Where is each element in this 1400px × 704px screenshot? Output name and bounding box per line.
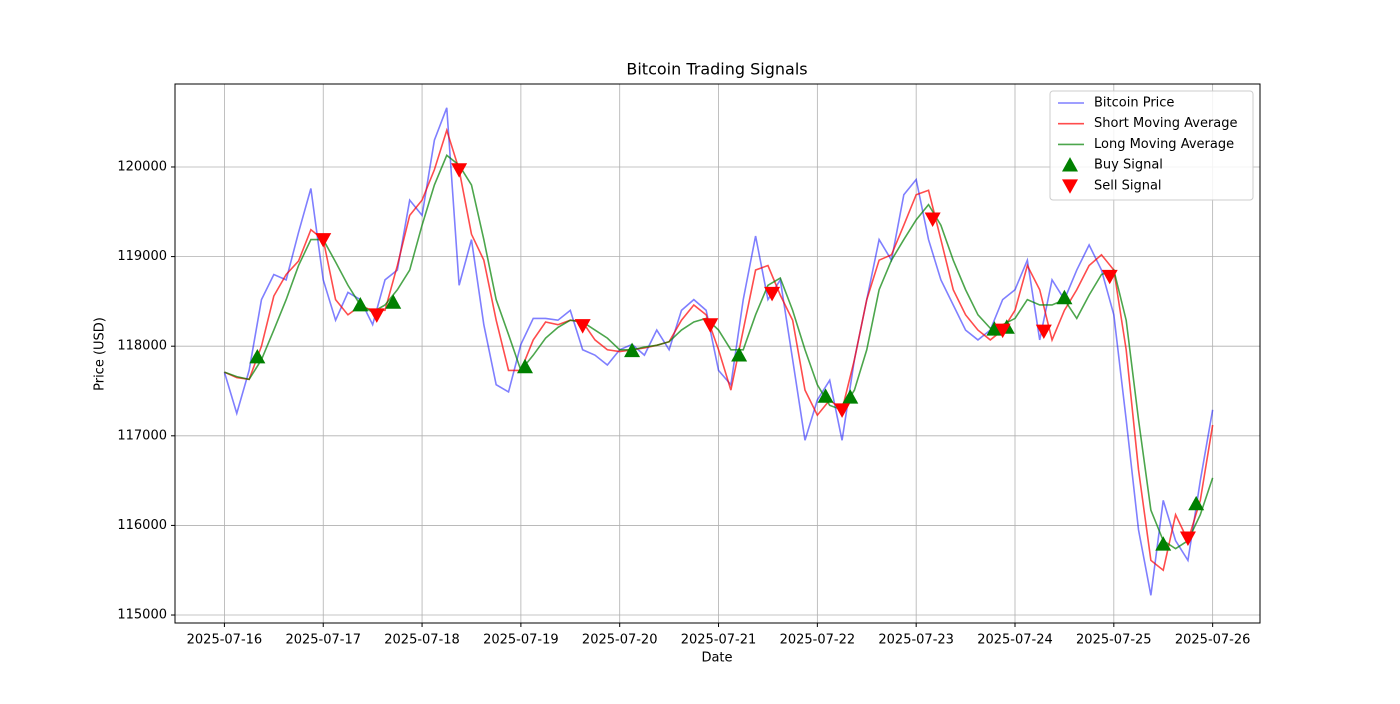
- x-tick-label: 2025-07-16: [187, 633, 263, 648]
- signal-marker: [385, 294, 402, 309]
- x-tick-label: 2025-07-22: [780, 633, 856, 648]
- signal-marker: [517, 358, 533, 374]
- signal-marker: [834, 403, 851, 418]
- x-tick-label: 2025-07-26: [1175, 633, 1251, 648]
- legend-label: Short Moving Average: [1094, 116, 1238, 131]
- signal-marker: [1035, 324, 1052, 339]
- x-tick-label: 2025-07-25: [1076, 633, 1152, 648]
- legend-label: Bitcoin Price: [1094, 96, 1174, 111]
- line: [223, 107, 1214, 596]
- x-tick-label: 2025-07-19: [483, 633, 559, 648]
- x-tick-label: 2025-07-20: [582, 633, 658, 648]
- line: [224, 127, 1214, 572]
- y-tick-label: 119000: [117, 249, 167, 264]
- signal-marker: [1179, 531, 1196, 546]
- signal-marker: [1056, 289, 1073, 305]
- legend-marker: [1062, 157, 1078, 172]
- x-tick-label: 2025-07-23: [878, 633, 954, 648]
- y-tick-label: 115000: [117, 608, 167, 623]
- legend-label: Buy Signal: [1094, 158, 1163, 173]
- x-axis-label: Date: [701, 651, 732, 666]
- y-tick-label: 117000: [117, 428, 167, 443]
- line: [224, 154, 1214, 550]
- signal-marker: [842, 389, 859, 404]
- signal-marker: [315, 233, 332, 248]
- signal-marker: [352, 296, 369, 312]
- y-tick-label: 118000: [117, 339, 167, 354]
- signal-marker: [1155, 536, 1172, 551]
- legend-marker: [1062, 179, 1078, 194]
- signal-marker: [731, 347, 748, 362]
- signal-marker: [451, 163, 468, 178]
- signal-marker: [249, 348, 266, 364]
- signal-marker: [994, 323, 1011, 339]
- signal-marker: [702, 318, 719, 333]
- plot-frame: [174, 83, 1261, 624]
- legend-box: [1049, 90, 1254, 201]
- signal-marker: [1101, 269, 1118, 285]
- legend-label: Long Moving Average: [1094, 137, 1234, 152]
- x-tick-label: 2025-07-17: [285, 633, 361, 648]
- x-tick-label: 2025-07-18: [384, 633, 460, 648]
- x-tick-label: 2025-07-24: [977, 633, 1053, 648]
- chart-title: Bitcoin Trading Signals: [626, 60, 807, 79]
- legend-label: Sell Signal: [1094, 178, 1162, 193]
- signal-marker: [574, 319, 591, 334]
- signal-marker: [764, 286, 781, 302]
- signal-marker: [624, 342, 641, 358]
- y-tick-label: 116000: [117, 518, 167, 533]
- signal-marker: [924, 212, 941, 227]
- y-tick-label: 120000: [117, 159, 167, 174]
- y-axis-label: Price (USD): [93, 317, 108, 391]
- signal-marker: [986, 321, 1003, 336]
- signal-marker: [1188, 495, 1205, 511]
- x-tick-label: 2025-07-21: [681, 633, 757, 648]
- signal-marker: [368, 308, 385, 323]
- signal-marker: [817, 388, 834, 403]
